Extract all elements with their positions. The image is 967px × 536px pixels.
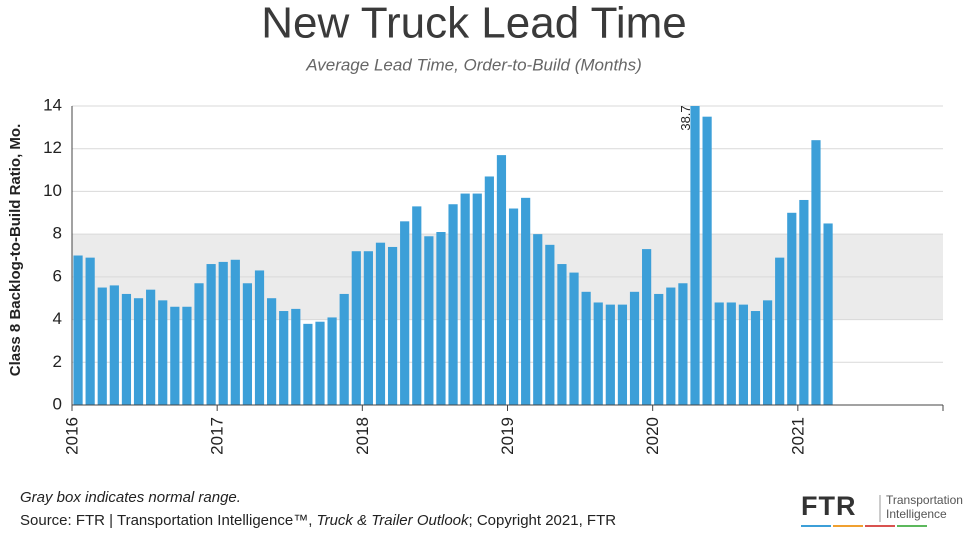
chart-subtitle: Average Lead Time, Order-to-Build (Month…: [305, 55, 642, 74]
bar: [702, 116, 712, 405]
bar: [738, 304, 748, 405]
bar: [121, 293, 132, 405]
bar: [218, 261, 228, 405]
bar: [109, 285, 119, 405]
bar: [617, 304, 628, 405]
bar: [448, 204, 458, 405]
bar: [557, 264, 567, 405]
bar: [146, 289, 156, 405]
source-text: ; Copyright 2021, FTR: [469, 512, 617, 529]
source-text: Truck & Trailer Outlook: [317, 512, 470, 529]
bar: [472, 193, 482, 405]
bar: [460, 193, 470, 405]
bar: [327, 317, 337, 405]
source-text: Source: FTR | Transportation Intelligenc…: [20, 512, 317, 529]
bar: [170, 306, 180, 405]
logo-tagline: Transportation: [886, 493, 963, 507]
bar: [811, 140, 821, 405]
logo-stripe: [801, 525, 831, 527]
x-tick-label: 2021: [788, 417, 807, 455]
bar: [375, 242, 386, 405]
bar: [545, 244, 555, 405]
bar: [400, 221, 410, 405]
bar: [605, 304, 615, 405]
bar: [593, 302, 603, 405]
y-tick-label: 2: [53, 352, 62, 371]
bar: [254, 270, 265, 405]
bar: [303, 323, 313, 405]
bar: [678, 283, 688, 405]
value-label: 38.7: [678, 105, 693, 130]
bar: [206, 264, 216, 405]
bar: [642, 249, 652, 405]
y-tick-label: 8: [53, 224, 62, 243]
bar: [291, 308, 301, 405]
y-tick-label: 12: [43, 138, 62, 157]
bar: [242, 283, 253, 405]
y-tick-label: 14: [43, 95, 62, 114]
bar: [351, 251, 361, 405]
y-tick-label: 4: [53, 309, 62, 328]
logo-stripe: [865, 525, 895, 527]
logo-stripe: [833, 525, 863, 527]
x-tick-label: 2016: [62, 417, 81, 455]
bar: [182, 306, 192, 405]
bar: [315, 321, 325, 405]
bar: [823, 223, 833, 405]
bar: [158, 300, 168, 405]
bar: [787, 212, 797, 405]
x-tick-label: 2020: [643, 417, 662, 455]
bar: [436, 232, 446, 405]
bar: [690, 106, 700, 405]
bar: [412, 206, 422, 405]
bar: [97, 287, 107, 405]
logo-name: FTR: [801, 491, 856, 521]
bar: [363, 251, 373, 405]
bar: [726, 302, 736, 405]
logo-tagline: Intelligence: [886, 507, 947, 521]
bar: [194, 283, 204, 405]
bar: [533, 234, 543, 405]
y-tick-label: 10: [43, 181, 62, 200]
bar: [714, 302, 724, 405]
bar: [267, 298, 277, 405]
bar: [629, 291, 640, 405]
bars: [73, 106, 833, 405]
bar: [654, 293, 664, 405]
y-tick-label: 0: [53, 394, 62, 413]
bar: [762, 300, 773, 405]
logo: FTR Transportation Intelligence: [801, 491, 963, 527]
bar: [496, 155, 507, 405]
bar: [230, 259, 240, 405]
bar: [133, 298, 144, 405]
bar: [85, 257, 95, 405]
x-tick-label: 2017: [208, 417, 227, 455]
x-tick-label: 2018: [353, 417, 372, 455]
logo-stripe: [897, 525, 927, 527]
bar: [387, 246, 398, 405]
bar: [279, 311, 289, 405]
bar: [581, 291, 591, 405]
chart-title: New Truck Lead Time: [261, 0, 687, 48]
bar: [339, 293, 349, 405]
bar: [750, 311, 761, 405]
bar: [424, 236, 434, 405]
bar: [799, 199, 809, 405]
bar: [73, 255, 83, 405]
bar: [775, 257, 785, 405]
y-axis-label: Class 8 Backlog-to-Build Ratio, Mo.: [7, 124, 24, 377]
bar: [484, 176, 494, 405]
note: Gray box indicates normal range.: [20, 489, 241, 506]
bar: [521, 197, 531, 405]
bar: [666, 287, 676, 405]
y-tick-label: 6: [53, 266, 62, 285]
bar: [508, 208, 519, 405]
x-tick-label: 2019: [498, 417, 517, 455]
bar: [569, 272, 579, 405]
source: Source: FTR | Transportation Intelligenc…: [20, 512, 616, 529]
